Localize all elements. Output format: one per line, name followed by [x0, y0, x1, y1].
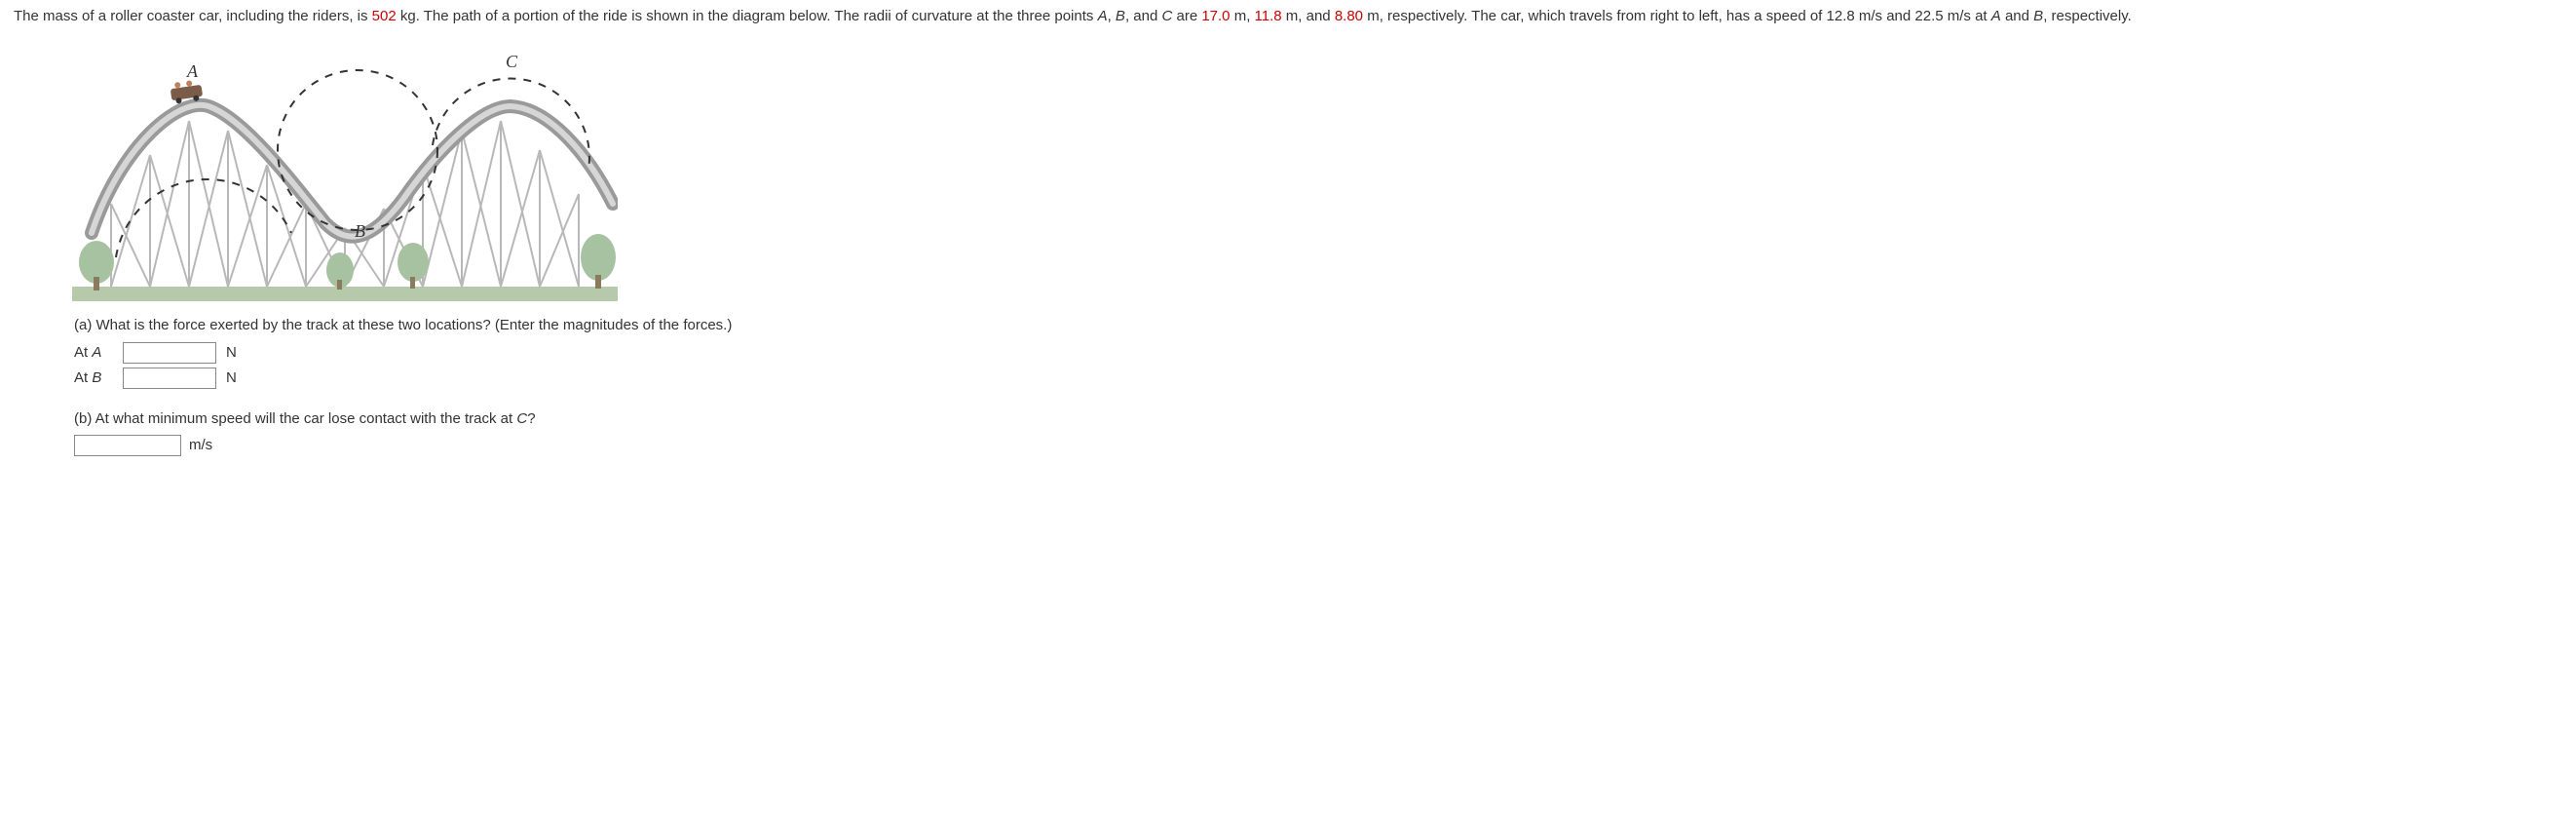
unit: N — [226, 342, 237, 365]
point-c: C — [516, 410, 527, 427]
diagram-label-b: B — [355, 221, 365, 241]
diagram-label-a: A — [186, 61, 199, 81]
diagram-label-c: C — [506, 52, 518, 71]
text: m, and — [1282, 8, 1335, 24]
part-b-prompt: (b) At what minimum speed will the car l… — [74, 408, 2562, 431]
force-b-input[interactable] — [123, 368, 216, 389]
label-point: B — [92, 369, 101, 386]
unit: m/s — [189, 435, 212, 457]
text: , and — [1125, 8, 1162, 24]
problem-statement: The mass of a roller coaster car, includ… — [14, 6, 2562, 28]
label-prefix: At — [74, 344, 92, 361]
point-a2: A — [1991, 8, 2001, 24]
text: , — [1108, 8, 1116, 24]
radius-c: 8.80 — [1335, 8, 1363, 24]
text: m, respectively. The car, which travels … — [1363, 8, 1991, 24]
radius-b: 11.8 — [1255, 8, 1282, 24]
unit: N — [226, 368, 237, 390]
text: are — [1172, 8, 1201, 24]
point-a: A — [1098, 8, 1108, 24]
text: and — [2001, 8, 2033, 24]
label-prefix: At — [74, 369, 92, 386]
text: The mass of a roller coaster car, includ… — [14, 8, 372, 24]
roller-coaster-diagram: A B C — [72, 38, 618, 301]
point-b: B — [1116, 8, 1125, 24]
point-b2: B — [2033, 8, 2043, 24]
mass-value: 502 — [372, 8, 397, 24]
force-a-input[interactable] — [123, 342, 216, 364]
answer-row-c: m/s — [74, 435, 2562, 457]
answer-row-a: At A N — [74, 342, 2562, 365]
answer-row-b: At B N — [74, 368, 2562, 390]
text: , respectively. — [2043, 8, 2132, 24]
text: kg. The path of a portion of the ride is… — [397, 8, 1098, 24]
part-a-prompt: (a) What is the force exerted by the tra… — [74, 315, 2562, 337]
text: (b) At what minimum speed will the car l… — [74, 410, 516, 427]
text: m, — [1231, 8, 1255, 24]
text: ? — [527, 410, 535, 427]
speed-c-input[interactable] — [74, 435, 181, 456]
point-c: C — [1161, 8, 1172, 24]
radius-a: 17.0 — [1201, 8, 1230, 24]
label-point: A — [92, 344, 101, 361]
